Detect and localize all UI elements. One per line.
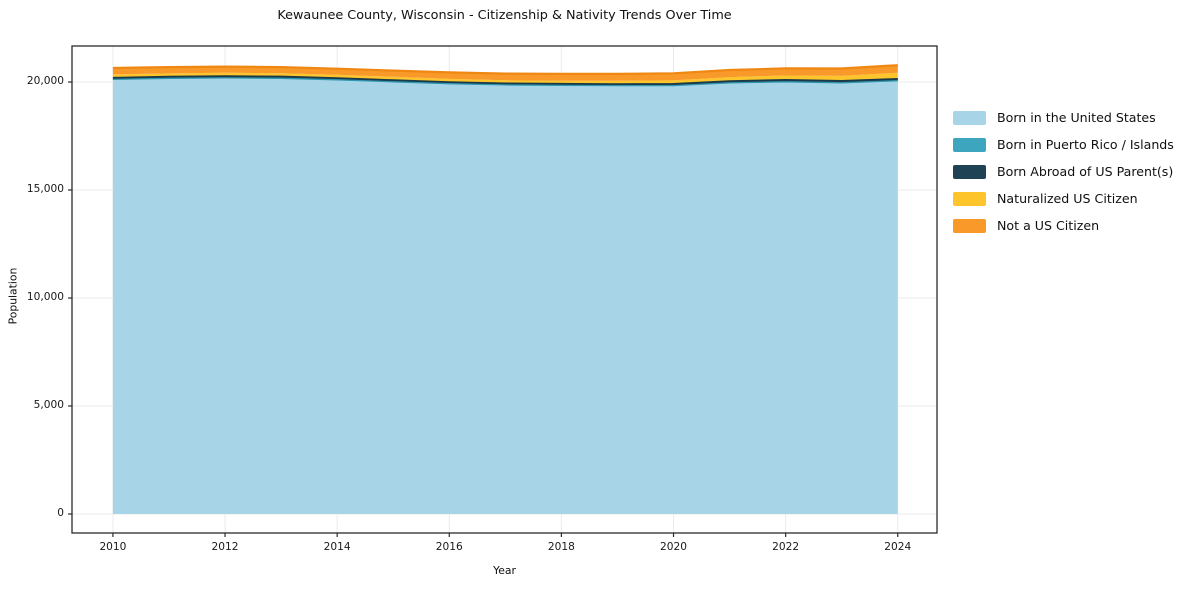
legend: Born in the United States Born in Puerto … [953,104,1174,239]
legend-label: Not a US Citizen [997,218,1100,233]
y-axis-label: Population [6,267,20,325]
legend-item: Naturalized US Citizen [953,185,1174,212]
legend-swatch [953,137,986,152]
x-axis-label: Year [493,564,516,577]
area-born-in-the-united-states [112,78,898,515]
legend-label: Born in Puerto Rico / Islands [997,137,1174,152]
x-tick-label: 2010 [99,541,127,553]
area-naturalized-us-citizen [112,72,898,84]
y-tick-label: 15,000 [26,183,64,195]
edge-born-in-puerto-rico-islands [112,77,898,87]
x-tick-label: 2020 [660,541,687,553]
y-tick-label: 0 [57,506,64,519]
legend-item: Born in the United States [953,104,1174,131]
plot-border [71,45,938,534]
legend-item: Not a US Citizen [953,212,1174,239]
x-tick-label: 2024 [884,541,912,553]
legend-item: Born in Puerto Rico / Islands [953,131,1174,158]
y-tick-label: 10,000 [26,290,64,303]
legend-item: Born Abroad of US Parent(s) [953,158,1174,185]
edge-not-a-us-citizen [112,64,898,76]
y-tick-label: 5,000 [33,398,64,411]
x-tick-label: 2012 [211,541,239,553]
legend-swatch [953,110,986,125]
chart-title: Kewaunee County, Wisconsin - Citizenship… [277,8,732,23]
x-tick-label: 2018 [547,541,575,553]
x-tick-label: 2016 [435,541,463,553]
legend-label: Born in the United States [997,110,1156,125]
legend-swatch [953,218,986,233]
legend-swatch [953,191,986,206]
legend-label: Born Abroad of US Parent(s) [997,164,1174,179]
legend-swatch [953,164,986,179]
y-tick-label: 20,000 [26,75,64,87]
legend-label: Naturalized US Citizen [997,191,1138,206]
edge-born-abroad-of-us-parent-s- [112,75,898,85]
x-tick-label: 2022 [772,541,800,553]
area-not-a-us-citizen [112,65,898,81]
x-tick-label: 2014 [323,541,351,553]
